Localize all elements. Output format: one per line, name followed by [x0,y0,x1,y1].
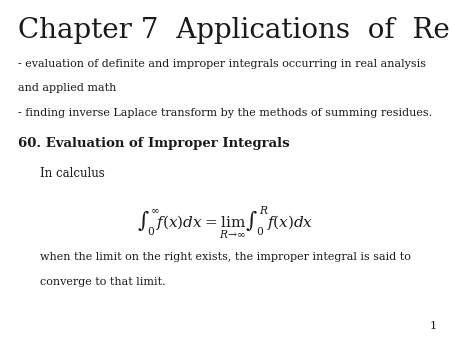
Text: 1: 1 [429,321,436,331]
Text: - evaluation of definite and improper integrals occurring in real analysis: - evaluation of definite and improper in… [18,59,426,69]
Text: $\int_0^{\infty}\! f(x)dx = \lim_{R \to \infty} \int_0^{R}\! f(x)dx$: $\int_0^{\infty}\! f(x)dx = \lim_{R \to … [137,204,313,241]
Text: when the limit on the right exists, the improper integral is said to: when the limit on the right exists, the … [40,252,411,262]
Text: and applied math: and applied math [18,83,117,94]
Text: converge to that limit.: converge to that limit. [40,277,166,287]
Text: In calculus: In calculus [40,167,105,180]
Text: 60. Evaluation of Improper Integrals: 60. Evaluation of Improper Integrals [18,137,290,150]
Text: Chapter 7  Applications  of  Residues: Chapter 7 Applications of Residues [18,17,450,44]
Text: - finding inverse Laplace transform by the methods of summing residues.: - finding inverse Laplace transform by t… [18,108,432,118]
